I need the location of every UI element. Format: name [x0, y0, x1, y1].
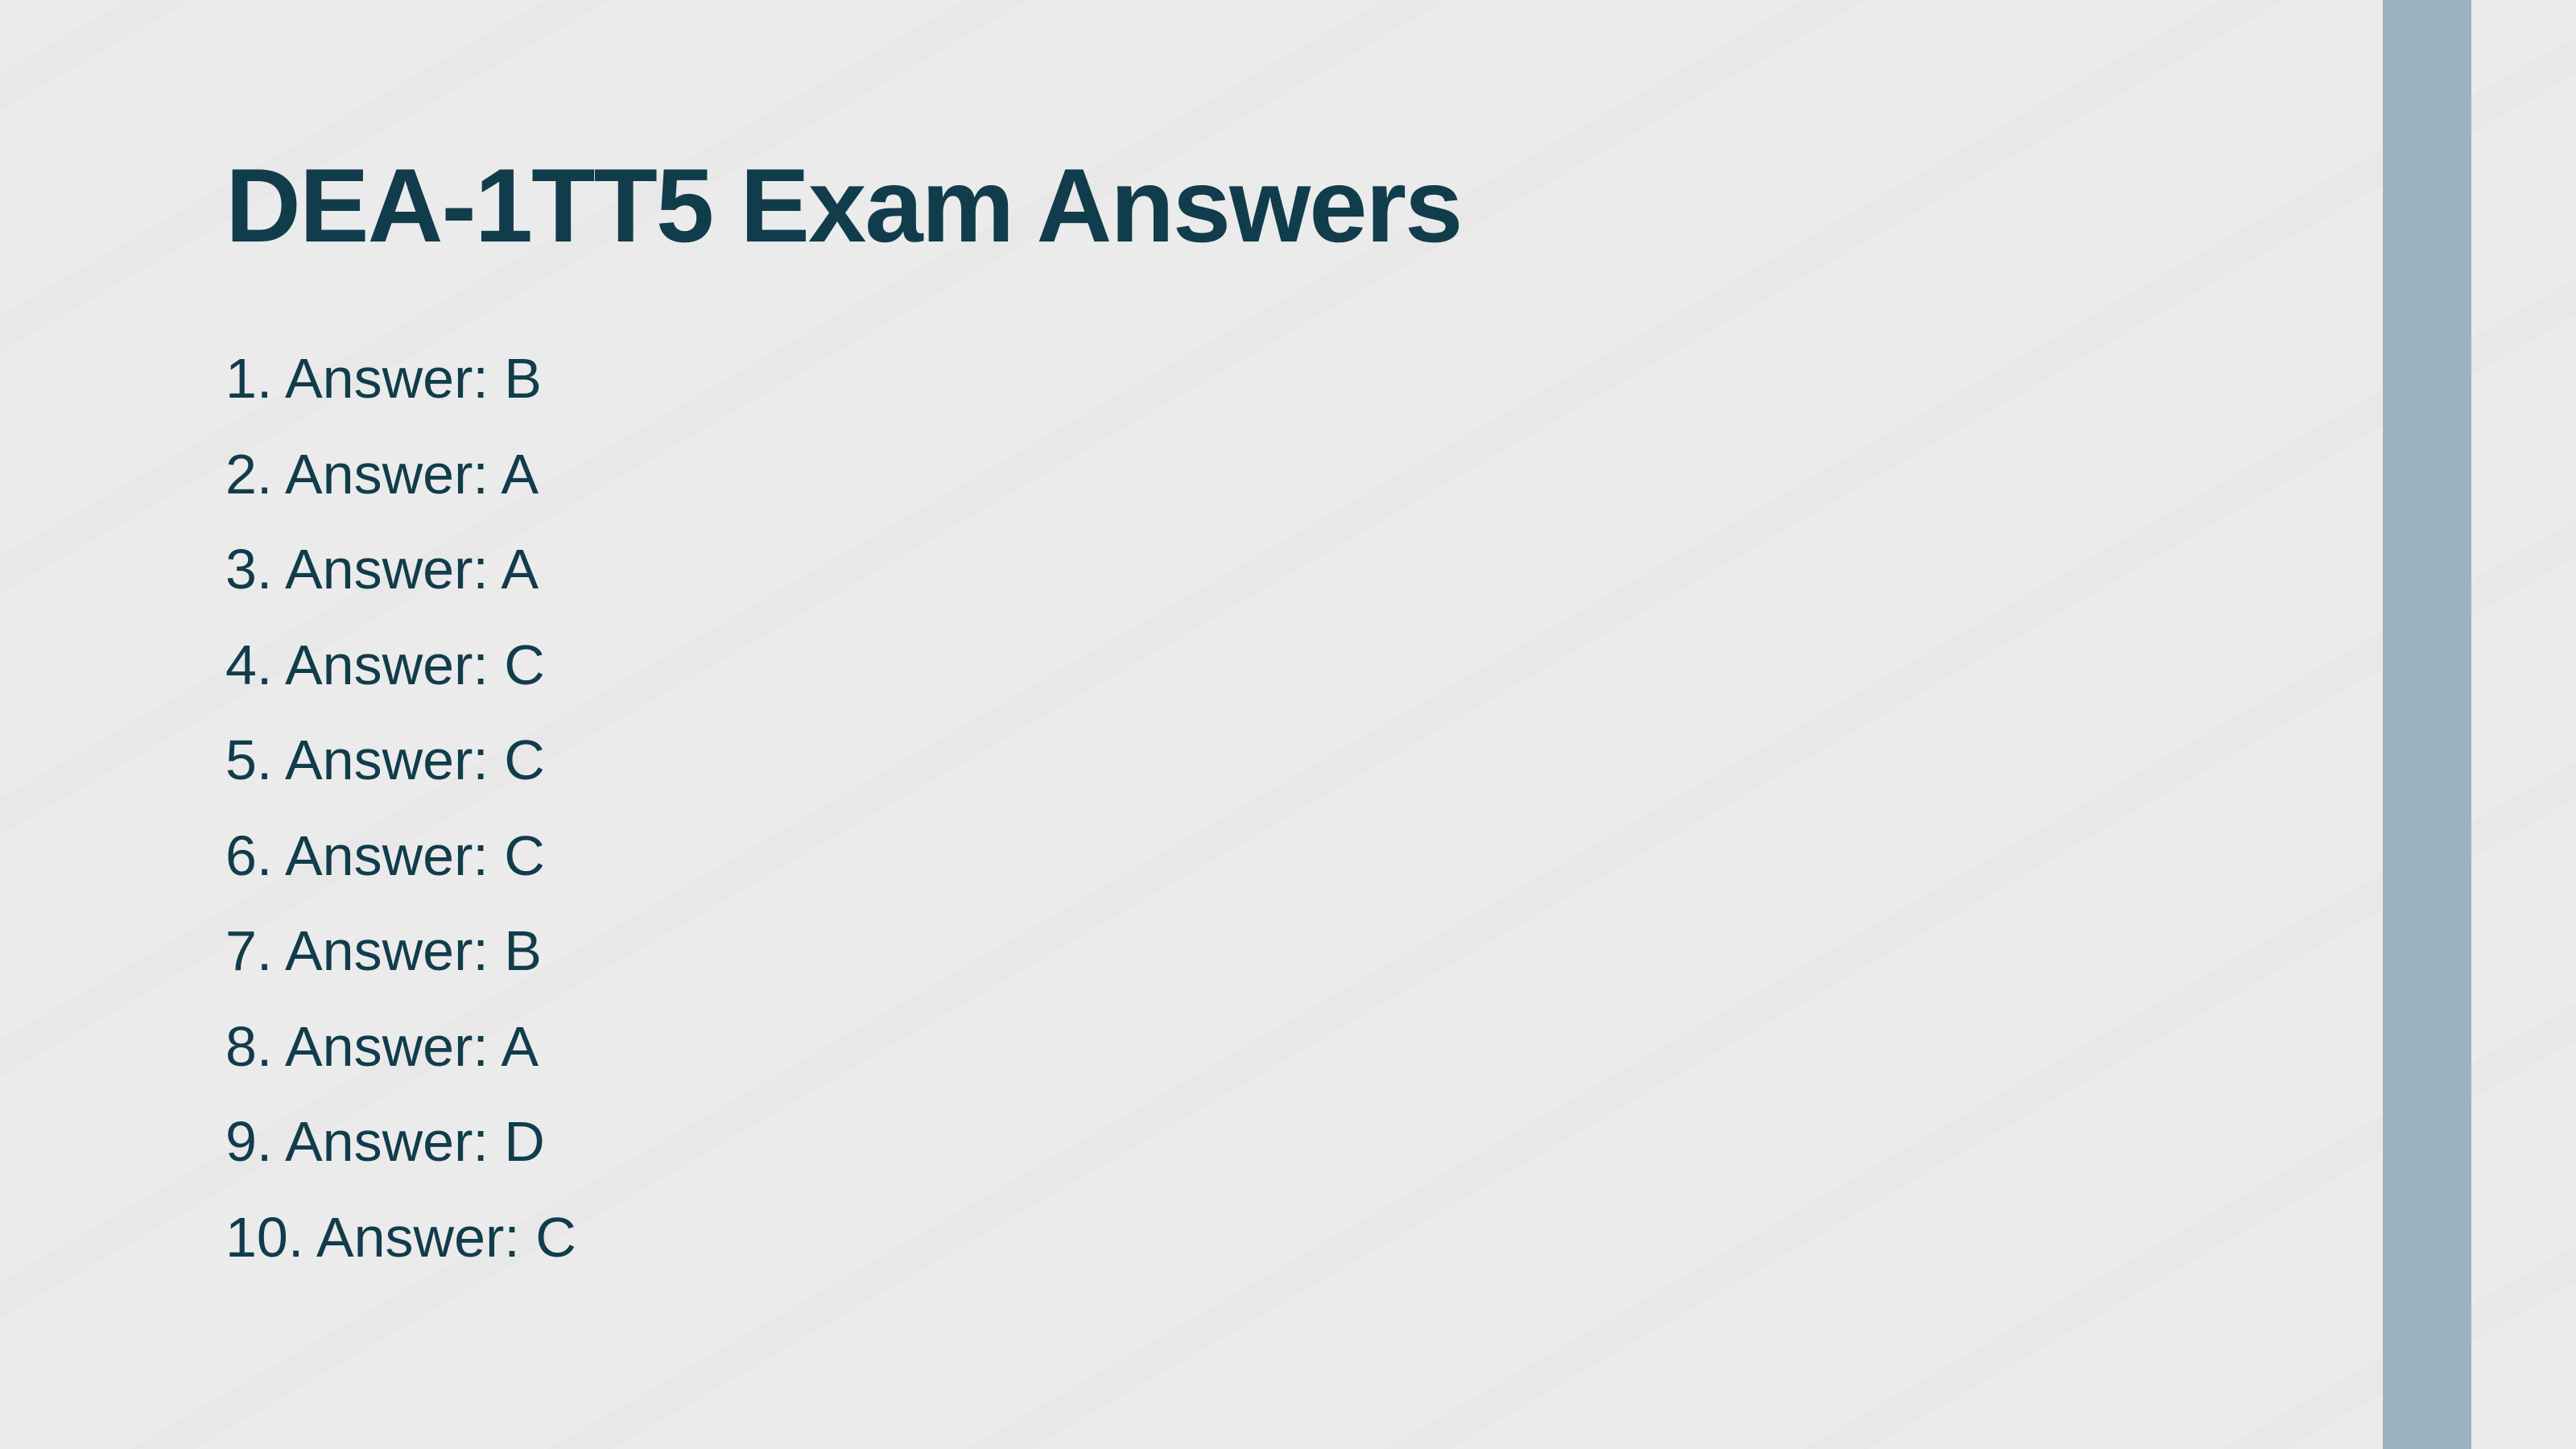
answer-item: 10. Answer: C — [225, 1197, 2351, 1279]
answer-item: 6. Answer: C — [225, 815, 2351, 898]
answer-item: 7. Answer: B — [225, 910, 2351, 993]
answer-item: 2. Answer: A — [225, 434, 2351, 516]
answer-item: 4. Answer: C — [225, 625, 2351, 707]
slide-container: DEA-1TT5 Exam Answers 1. Answer: B 2. An… — [0, 0, 2576, 1449]
answer-list: 1. Answer: B 2. Answer: A 3. Answer: A 4… — [225, 338, 2351, 1278]
answer-item: 3. Answer: A — [225, 529, 2351, 611]
content-area: DEA-1TT5 Exam Answers 1. Answer: B 2. An… — [0, 0, 2576, 1423]
answer-item: 9. Answer: D — [225, 1101, 2351, 1183]
page-title: DEA-1TT5 Exam Answers — [225, 145, 2351, 266]
answer-item: 5. Answer: C — [225, 720, 2351, 802]
answer-item: 1. Answer: B — [225, 338, 2351, 420]
answer-item: 8. Answer: A — [225, 1006, 2351, 1088]
